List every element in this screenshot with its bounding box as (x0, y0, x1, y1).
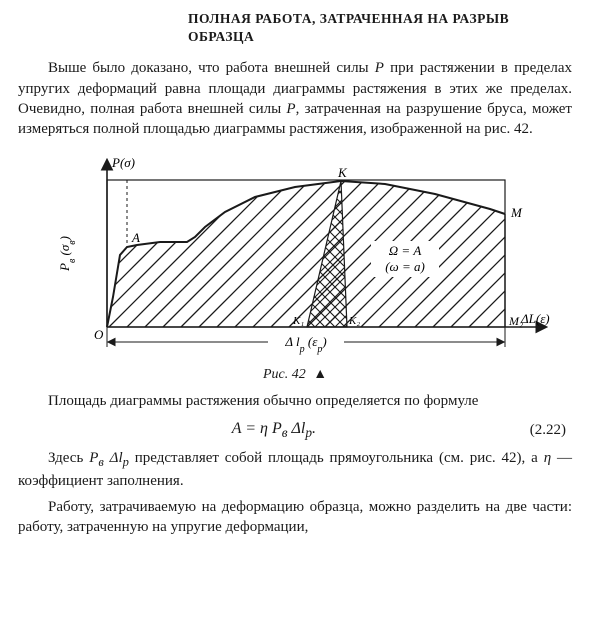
para1-P1: P (375, 60, 384, 76)
svg-text:K: K (337, 165, 348, 180)
caption-marker-icon: ▲ (313, 366, 327, 385)
svg-text:M: M (510, 205, 523, 220)
svg-text:A: A (131, 230, 140, 245)
svg-text:ΔL(ε): ΔL(ε) (520, 311, 550, 326)
para3-mid: представляет собой площадь прямоугольник… (129, 450, 544, 466)
svg-text:Ω = A: Ω = A (389, 243, 422, 258)
section-title: ПОЛНАЯ РАБОТА, ЗАТРАЧЕННАЯ НА РАЗРЫВ ОБР… (18, 10, 572, 46)
figure-42: P(σ) O A K M M₂ K₁ K₂ Ω = A (ω = a) ΔL(ε… (18, 147, 572, 385)
svg-text:(ω = a): (ω = a) (385, 259, 425, 274)
figure-caption: Рис. 42 ▲ (18, 366, 572, 385)
equation-number: (2.22) (530, 420, 572, 440)
caption-text: Рис. 42 (263, 367, 306, 382)
paragraph-2: Площадь диаграммы растяжения обычно опре… (18, 391, 572, 411)
svg-text:O: O (94, 327, 104, 342)
stress-strain-diagram: P(σ) O A K M M₂ K₁ K₂ Ω = A (ω = a) ΔL(ε… (35, 147, 555, 362)
svg-text:K₂: K₂ (348, 315, 360, 327)
para1-pre: Выше было доказано, что работа внешней с… (48, 60, 375, 76)
svg-text:K₁: K₁ (292, 315, 304, 327)
equation-row: A = η Pв Δlp. (2.22) (18, 418, 572, 442)
paragraph-3: Здесь Pв Δlp представляет собой площадь … (18, 448, 572, 491)
paragraph-4: Работу, затрачиваемую на деформацию обра… (18, 497, 572, 538)
para1-P2: P (286, 101, 295, 117)
para1-period: . (529, 121, 533, 137)
paragraph-1: Выше было доказано, что работа внешней с… (18, 58, 572, 139)
svg-text:Pв (σв): Pв (σв) (57, 236, 78, 272)
equation-2-22: A = η Pв Δlp. (18, 418, 530, 442)
para1-ref: 42 (514, 121, 529, 137)
para3-sym: Pв Δlp (89, 450, 129, 466)
para3-pre: Здесь (48, 450, 89, 466)
svg-text:P(σ): P(σ) (111, 155, 135, 170)
